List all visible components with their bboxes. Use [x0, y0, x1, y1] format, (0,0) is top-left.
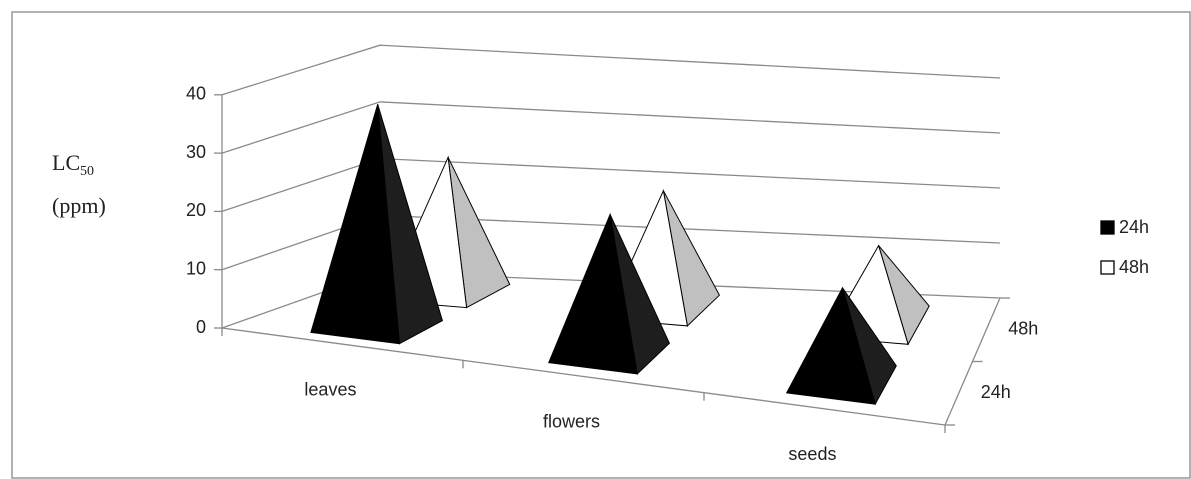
y-tick-label: 0 [196, 317, 206, 337]
y-tick-label: 10 [186, 258, 206, 278]
y-axis-unit: (ppm) [52, 193, 106, 218]
legend-label: 24h [1119, 217, 1149, 237]
y-tick-label: 30 [186, 142, 206, 162]
pyramid [310, 104, 443, 345]
pyramid-front-face [548, 212, 638, 375]
depth-tick-label: 24h [981, 382, 1011, 402]
pyramid [548, 212, 671, 375]
y-axis-title-subscript: 50 [80, 164, 94, 179]
grid-line [221, 101, 1001, 154]
x-tick-label: leaves [304, 379, 356, 399]
legend-swatch [1100, 260, 1115, 275]
x-tick-label: seeds [788, 444, 836, 464]
legend-swatch [1100, 220, 1115, 235]
y-tick-label: 40 [186, 84, 206, 104]
y-axis-title: LC [52, 150, 80, 175]
x-tick-label: flowers [543, 412, 600, 432]
pyramid-front-face [310, 104, 400, 345]
depth-tick-label: 48h [1008, 319, 1038, 339]
legend-label: 48h [1119, 257, 1149, 277]
grid-line [221, 44, 1001, 96]
pyramid [785, 286, 897, 406]
pyramid-front-face [785, 286, 876, 405]
x-axis-line [221, 327, 946, 426]
y-tick-label: 20 [186, 200, 206, 220]
